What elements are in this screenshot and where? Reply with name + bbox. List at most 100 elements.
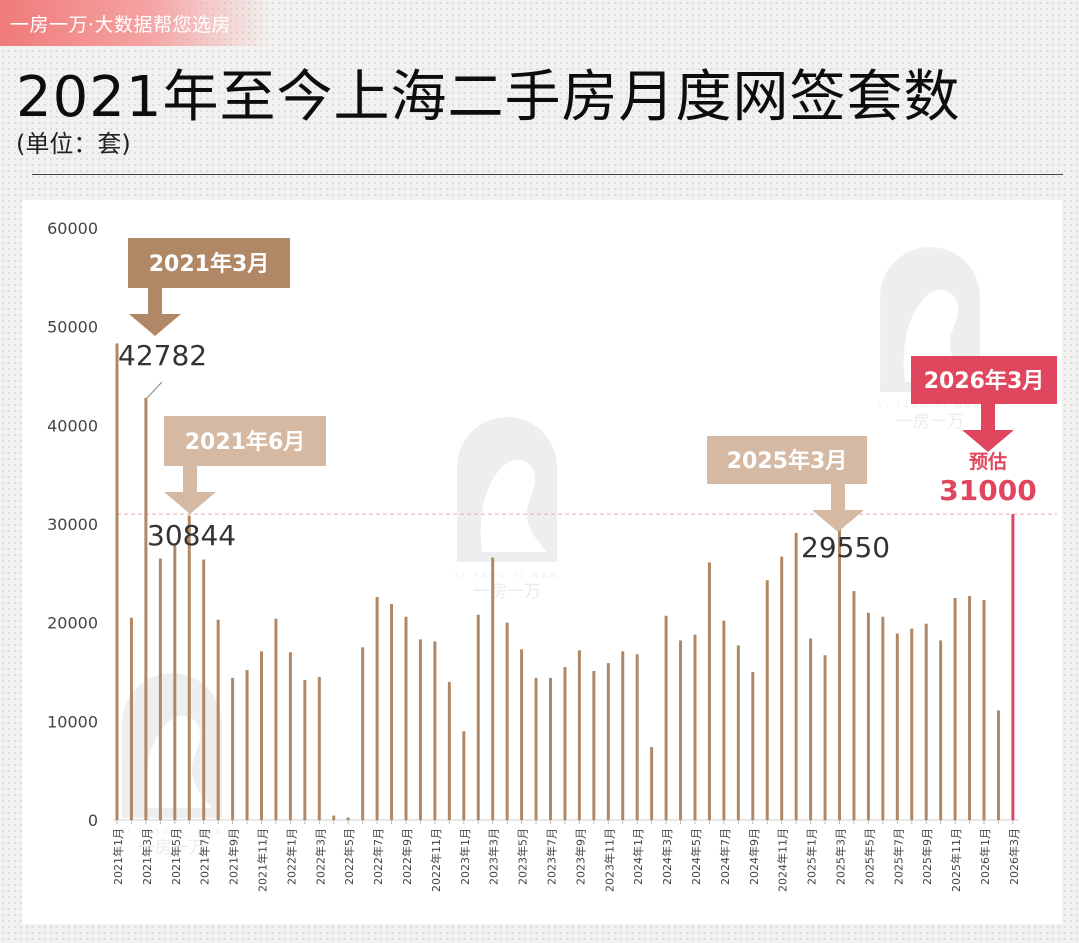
bar: [982, 599, 986, 820]
y-tick-label: 0: [88, 811, 98, 830]
y-tick-label: 40000: [47, 416, 98, 435]
bar: [606, 663, 610, 820]
watermark-face: [480, 459, 547, 552]
bar: [260, 651, 263, 820]
watermark-badge: 一房一万 YI FANG YI WAN: [877, 247, 980, 432]
bar: [404, 616, 408, 820]
bar: [924, 623, 928, 820]
annotation-value-2021-03: 42782: [118, 339, 207, 372]
annotation-value-2026-03: 31000: [939, 474, 1036, 507]
callout-2021-03-arrow: [129, 288, 181, 336]
bar: [895, 633, 899, 820]
x-tick-label: 2023年9月: [573, 828, 587, 885]
callout-2026-03-label: 2026年3月: [924, 368, 1045, 394]
x-tick-label: 2025年5月: [862, 828, 876, 885]
bar: [707, 562, 711, 820]
bar: [187, 515, 191, 820]
watermark-latin: YI FANG YI WAN: [119, 827, 225, 836]
x-tick-label: 2022年3月: [313, 828, 327, 885]
bar: [158, 558, 162, 820]
bar: [679, 640, 683, 820]
y-tick-label: 30000: [47, 515, 98, 534]
x-tick-label: 2024年11月: [776, 828, 790, 892]
x-tick-label: 2022年7月: [371, 828, 385, 885]
x-tick-label: 2024年1月: [631, 828, 645, 885]
bar: [751, 672, 755, 820]
x-tick-label: 2023年3月: [487, 828, 501, 885]
x-tick-label: 2026年1月: [978, 828, 992, 885]
x-tick-label: 2024年7月: [718, 828, 732, 885]
bar: [346, 817, 350, 820]
x-tick-label: 2025年1月: [805, 828, 819, 885]
watermark-badge: 一房一万 YI FANG YI WAN: [454, 417, 560, 602]
callout-2021-06-label: 2021年6月: [185, 429, 306, 455]
x-tick-label: 2021年5月: [169, 828, 183, 885]
bar: [549, 677, 552, 820]
bar: [375, 597, 379, 820]
annotation-sublabel-2026-03: 预估: [969, 450, 1007, 473]
x-tick-label: 2023年5月: [516, 828, 530, 885]
bar: [939, 640, 943, 820]
x-tick-label: 2025年9月: [920, 828, 934, 885]
bar: [520, 649, 524, 820]
x-tick-label: 2026年3月: [1007, 828, 1021, 885]
x-tick-label: 2025年3月: [834, 828, 848, 885]
callout-2021-03-box: [128, 238, 290, 288]
bar: [476, 614, 480, 820]
x-tick-label: 2025年11月: [949, 828, 963, 892]
bar: [462, 731, 466, 820]
bar: [881, 616, 885, 820]
bar: [866, 612, 870, 820]
annotation-leader-2021-03: [146, 381, 163, 399]
bar: [115, 343, 119, 820]
bar-chart: 一房一万 YI FANG YI WAN 一房一万 YI FANG YI WAN 一房一万…: [47, 219, 1057, 892]
callout-2025-03-label: 2025年3月: [727, 448, 848, 474]
watermark-face: [145, 715, 212, 808]
bar: [852, 591, 856, 820]
annotation-value-2025-03: 29550: [801, 531, 890, 564]
chart-panel: 一房一万 YI FANG YI WAN 一房一万 YI FANG YI WAN 一房一万…: [22, 200, 1062, 924]
x-tick-label: 2021年11月: [256, 828, 270, 892]
bar: [390, 603, 394, 820]
chart-subtitle: (单位：套): [16, 130, 131, 158]
bar: [505, 622, 509, 820]
bar: [144, 397, 148, 820]
watermark-text: 一房一万: [896, 412, 964, 432]
callout-2025-03-box: [707, 436, 867, 484]
callout-2021-06-arrow: [164, 466, 216, 514]
bar: [635, 654, 639, 820]
bar: [216, 619, 220, 820]
callout-2021-03-label: 2021年3月: [149, 251, 270, 277]
bar: [823, 655, 827, 820]
bar: [303, 679, 307, 820]
x-tick-label: 2025年7月: [891, 828, 905, 885]
bar: [288, 652, 292, 820]
callout-2026-03-arrow: [962, 404, 1014, 452]
bar: [736, 645, 740, 820]
bar: [332, 815, 336, 820]
x-tick-label: 2022年9月: [400, 828, 414, 885]
callout-2025-03-arrow: [812, 484, 864, 532]
bar: [433, 641, 437, 820]
callout-2026-03-box: [911, 356, 1057, 404]
bar: [361, 647, 365, 820]
watermark-text: 一房一万: [138, 838, 206, 858]
brand-text: 一房一万·大数据帮您选房: [10, 14, 232, 36]
x-tick-label: 2022年11月: [429, 828, 443, 892]
bar: [722, 620, 726, 820]
watermark-text: 一房一万: [473, 582, 541, 602]
bar: [968, 596, 972, 820]
bar: [274, 618, 278, 820]
annotation-value-2021-06: 30844: [147, 519, 236, 552]
bar: [173, 543, 177, 820]
bar: [577, 650, 581, 820]
bar: [650, 746, 654, 820]
bar: [621, 651, 625, 820]
watermark-arch: [880, 247, 980, 392]
x-tick-label: 2024年9月: [747, 828, 761, 885]
bar: [563, 667, 567, 820]
x-tick-label: 2021年7月: [198, 828, 212, 885]
x-tick-label: 2021年1月: [111, 828, 125, 885]
bar: [780, 556, 784, 820]
watermark-latin: YI FANG YI WAN: [454, 571, 560, 580]
